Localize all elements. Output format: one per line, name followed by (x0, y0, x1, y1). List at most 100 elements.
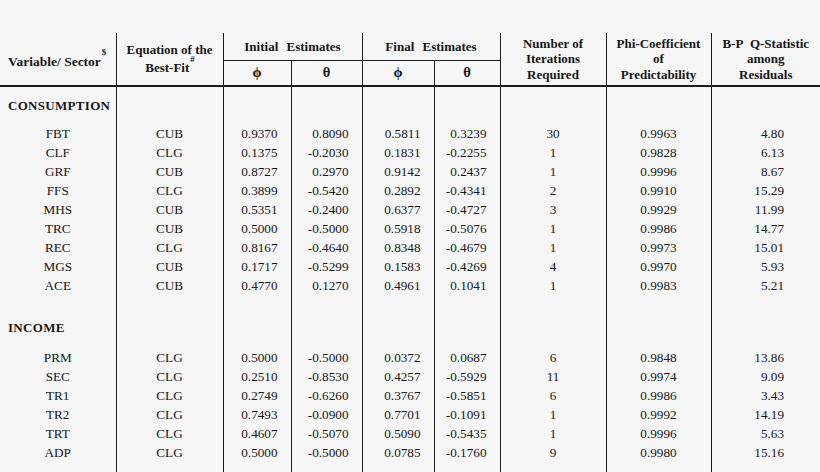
initial-phi-cell: 0.5351 (223, 200, 291, 219)
phi-coefficient-cell: 0.9974 (606, 367, 711, 386)
table-row: FFSCLG0.3899-0.54200.2892-0.434120.99101… (0, 181, 820, 200)
equation-cell: CLG (116, 348, 223, 367)
header-bp-q-statistic: B-P Q-StatisticamongResiduals (711, 33, 820, 86)
bp-q-cell: 6.13 (711, 143, 820, 162)
empty-cell (500, 96, 606, 116)
phi-coefficient-cell: 0.9986 (606, 386, 711, 405)
empty-cell (711, 462, 820, 472)
phi-coefficient-cell: 0.9910 (606, 181, 711, 200)
initial-phi-cell: 0.4770 (223, 276, 291, 295)
empty-cell (500, 338, 606, 348)
empty-cell (223, 338, 291, 348)
empty-cell (606, 318, 711, 338)
table-row: FBTCUB0.93700.80900.58110.3239300.99634.… (0, 124, 820, 143)
empty-cell (362, 318, 434, 338)
equation-cell: CUB (116, 276, 223, 295)
empty-cell (434, 318, 500, 338)
empty-cell (500, 462, 606, 472)
sector-cell: REC (0, 238, 116, 257)
final-phi-cell: 0.7701 (362, 405, 434, 424)
empty-cell (362, 338, 434, 348)
spacer-row (0, 338, 820, 348)
sector-cell: ACE (0, 276, 116, 295)
initial-theta-cell: -0.5000 (291, 219, 362, 238)
bp-q-cell: 4.80 (711, 124, 820, 143)
initial-phi-cell: 0.5000 (223, 219, 291, 238)
spacer-row (0, 116, 820, 124)
initial-theta-cell: -0.5420 (291, 181, 362, 200)
header-equation-line2: Best-Fit (145, 61, 189, 76)
table-row: CLFCLG0.1375-0.20300.1831-0.225510.98286… (0, 143, 820, 162)
iterations-cell: 1 (500, 238, 606, 257)
table-row: ACECUB0.47700.12700.49610.104110.99835.2… (0, 276, 820, 295)
final-theta-cell: -0.5851 (434, 386, 500, 405)
header-variable-sector: Variable/ Sector$ (0, 33, 116, 86)
empty-cell (434, 462, 500, 472)
empty-cell (711, 86, 820, 96)
iterations-cell: 6 (500, 348, 606, 367)
final-theta-cell: -0.5929 (434, 367, 500, 386)
empty-cell (291, 338, 362, 348)
initial-theta-cell: -0.4640 (291, 238, 362, 257)
header-phi-coefficient-line2: of (653, 51, 664, 66)
iterations-cell: 1 (500, 276, 606, 295)
empty-cell (434, 295, 500, 318)
final-phi-cell: 0.3767 (362, 386, 434, 405)
header-phi-coefficient-line1: Phi-Coefficient (617, 36, 701, 51)
sector-cell: MGS (0, 257, 116, 276)
final-theta-cell: -0.4341 (434, 181, 500, 200)
empty-cell (711, 295, 820, 318)
empty-cell (116, 96, 223, 116)
final-phi-cell: 0.5918 (362, 219, 434, 238)
initial-phi-cell: 0.5000 (223, 348, 291, 367)
phi-coefficient-cell: 0.9828 (606, 143, 711, 162)
initial-theta-cell: 0.1270 (291, 276, 362, 295)
section-label: CONSUMPTION (0, 96, 116, 116)
empty-cell (291, 96, 362, 116)
header-initial-phi: ϕ (223, 60, 291, 86)
sector-cell: PRM (0, 348, 116, 367)
bp-q-cell: 3.43 (711, 386, 820, 405)
sector-cell: SEC (0, 367, 116, 386)
bp-q-cell: 9.09 (711, 367, 820, 386)
empty-cell (500, 295, 606, 318)
empty-cell (362, 462, 434, 472)
empty-cell (362, 295, 434, 318)
bp-q-cell: 15.16 (711, 443, 820, 462)
equation-cell: CUB (116, 219, 223, 238)
bp-q-cell: 15.29 (711, 181, 820, 200)
empty-cell (223, 295, 291, 318)
sector-cell: ADP (0, 443, 116, 462)
phi-coefficient-cell: 0.9848 (606, 348, 711, 367)
initial-theta-cell: -0.0900 (291, 405, 362, 424)
header-iterations-line3: Required (527, 67, 579, 82)
empty-cell (606, 86, 711, 96)
initial-phi-cell: 0.2510 (223, 367, 291, 386)
final-theta-cell: 0.1041 (434, 276, 500, 295)
iterations-cell: 6 (500, 386, 606, 405)
empty-cell (711, 96, 820, 116)
empty-cell (362, 96, 434, 116)
table-row: MGSCUB0.1717-0.52990.1583-0.426940.99705… (0, 257, 820, 276)
equation-cell: CLG (116, 238, 223, 257)
bp-q-cell: 11.99 (711, 200, 820, 219)
empty-cell (362, 86, 434, 96)
final-theta-cell: 0.2437 (434, 162, 500, 181)
header-initial-theta: θ (291, 60, 362, 86)
iterations-cell: 1 (500, 143, 606, 162)
header-final-phi: ϕ (362, 60, 434, 86)
table-row: TRCCUB0.5000-0.50000.5918-0.507610.99861… (0, 219, 820, 238)
empty-cell (606, 116, 711, 124)
sector-cell: FFS (0, 181, 116, 200)
final-phi-cell: 0.1583 (362, 257, 434, 276)
phi-coefficient-cell: 0.9929 (606, 200, 711, 219)
empty-cell (0, 338, 116, 348)
iterations-cell: 1 (500, 219, 606, 238)
header-phi-coefficient-line3: Predictability (621, 67, 697, 82)
empty-cell (223, 86, 291, 96)
header-variable-sector-label: Variable/ Sector (8, 53, 101, 68)
iterations-cell: 30 (500, 124, 606, 143)
equation-cell: CUB (116, 162, 223, 181)
final-phi-cell: 0.4257 (362, 367, 434, 386)
final-phi-cell: 0.1831 (362, 143, 434, 162)
